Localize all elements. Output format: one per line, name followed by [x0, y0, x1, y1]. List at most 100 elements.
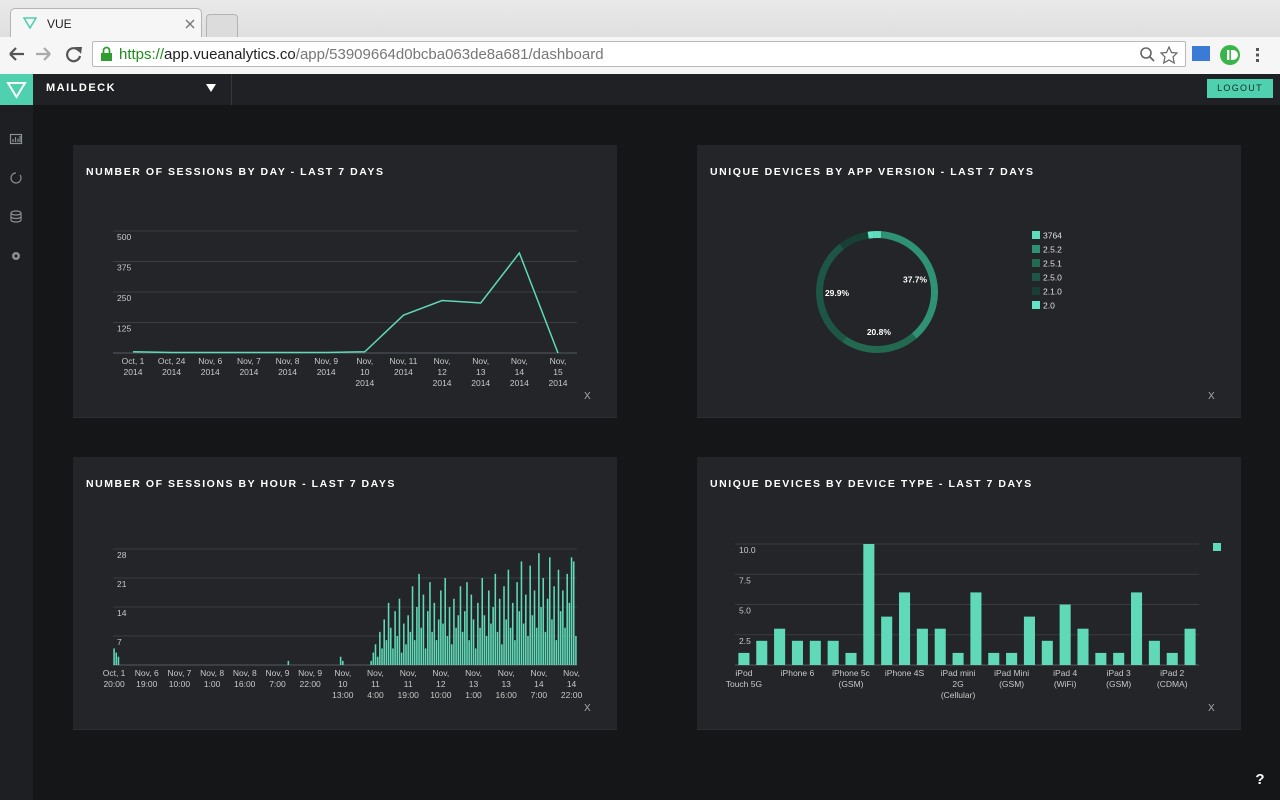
y-tick-label: 10.0 [739, 545, 756, 555]
bar [381, 648, 383, 665]
sidebar [0, 105, 33, 800]
legend-swatch [1032, 231, 1040, 239]
bar [431, 631, 433, 665]
bar [459, 586, 462, 665]
bar [522, 623, 525, 665]
bar [845, 652, 857, 665]
address-bar[interactable]: https://app.vueanalytics.co/app/53909664… [92, 41, 1186, 67]
legend-swatch [1032, 273, 1040, 281]
browser-chrome: VUE https://app.vueanalytics.co/app/5390… [0, 0, 1280, 74]
x-tick-label: Nov, 11 2014 [389, 356, 418, 377]
bar [531, 615, 534, 665]
bar [481, 578, 484, 665]
x-tick-label: Nov, 14 2014 [509, 356, 529, 388]
bar [392, 648, 394, 665]
close-button[interactable]: X [584, 703, 591, 714]
bar [383, 619, 385, 665]
bar [774, 628, 786, 665]
logout-button[interactable]: LOGOUT [1207, 79, 1273, 98]
bar [1148, 640, 1160, 665]
pie-slice [839, 231, 869, 250]
bar [407, 615, 409, 665]
legend-swatch [1032, 259, 1040, 267]
bar [446, 636, 449, 665]
sidebar-icons[interactable] [0, 105, 33, 275]
bar [403, 623, 405, 665]
x-tick-label: iPad Mini (GSM) [994, 668, 1030, 689]
bar [863, 544, 875, 665]
y-tick-label: 21 [117, 579, 127, 589]
url: https://app.vueanalytics.co/app/53909664… [119, 46, 604, 63]
bar [548, 557, 551, 665]
bar [934, 628, 946, 665]
bar [535, 627, 538, 665]
close-button[interactable]: X [584, 391, 591, 402]
bar [466, 582, 468, 665]
bar [555, 640, 558, 665]
x-tick-label: Nov, 14 22:00 [560, 668, 583, 700]
new-tab[interactable] [206, 14, 238, 37]
bar [881, 616, 893, 665]
x-tick-label: Nov, 13 2014 [471, 356, 491, 388]
y-tick-label: 7.5 [739, 575, 751, 585]
extensions[interactable] [1190, 43, 1275, 67]
bar [444, 578, 446, 665]
url-actions[interactable] [1139, 46, 1183, 64]
data-line [132, 251, 559, 354]
x-tick-label: Nov, 12 2014 [432, 356, 452, 388]
close-button[interactable]: X [1208, 391, 1215, 402]
bar [376, 656, 379, 665]
bar [448, 607, 451, 665]
x-tick-label: Nov, 11 19:00 [397, 668, 419, 700]
bar [394, 611, 396, 665]
bar [1166, 652, 1178, 665]
x-tick-label: Nov, 8 1:00 [200, 668, 225, 689]
bar [1095, 652, 1107, 665]
bar [525, 594, 527, 665]
app-logo[interactable] [0, 74, 33, 105]
bar [899, 592, 911, 665]
workspace-dropdown[interactable] [206, 84, 216, 93]
tab-title: VUE [47, 17, 72, 31]
chart-panel: NUMBER OF SESSIONS BY DAY - LAST 7 DAYS 1… [73, 145, 617, 418]
bar [442, 623, 444, 665]
bar [507, 569, 510, 665]
bar [477, 602, 479, 665]
x-tick-label: Nov, 11 4:00 [367, 668, 384, 700]
bar [450, 644, 453, 665]
pie-slice [873, 231, 882, 239]
lock-icon [101, 46, 112, 61]
bar [420, 627, 423, 665]
bar [494, 573, 497, 665]
bar [387, 602, 390, 665]
x-tick-label: Nov, 12 10:00 [430, 668, 452, 700]
x-tick-label: iPhone 4S [884, 668, 925, 678]
bar [505, 619, 507, 665]
bar [568, 602, 571, 665]
y-tick-label: 2.5 [739, 636, 751, 646]
bar [1059, 604, 1071, 665]
x-tick-label: Nov, 9 2014 [314, 356, 339, 377]
chart-title: UNIQUE DEVICES BY DEVICE TYPE - LAST 7 D… [710, 478, 1033, 490]
bar [1023, 616, 1035, 665]
bar [418, 573, 420, 665]
url-path: /app/53909664d0bcba063de8a681/dashboard [295, 46, 604, 63]
bar [529, 565, 531, 665]
bar [575, 636, 577, 665]
bar [1113, 652, 1125, 665]
x-tick-label: Nov, 8 16:00 [232, 668, 257, 689]
bar [520, 561, 523, 665]
nav-buttons[interactable] [6, 43, 86, 65]
bar [474, 648, 477, 665]
browser-tab[interactable]: VUE [10, 8, 202, 37]
workspace-name[interactable]: MAILDECK [46, 82, 117, 94]
bar [470, 594, 473, 665]
x-tick-label: iPad 2 (CDMA) [1156, 668, 1188, 689]
bar [461, 631, 464, 665]
bar [339, 656, 342, 665]
close-button[interactable]: X [1208, 703, 1215, 714]
tab-close[interactable] [185, 19, 195, 29]
app-header: MAILDECK LOGOUT [0, 74, 1280, 105]
help-button[interactable]: ? [1255, 771, 1265, 788]
bar [113, 648, 115, 665]
